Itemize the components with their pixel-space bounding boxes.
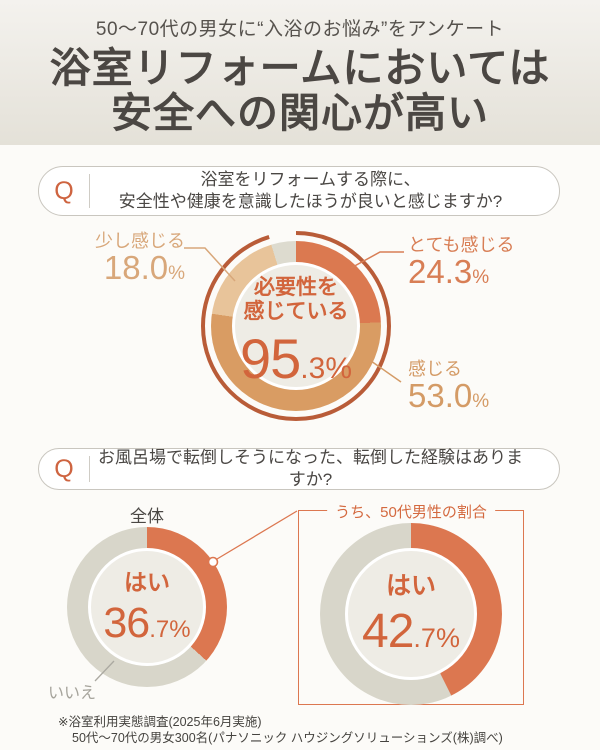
question2-pill: Q お風呂場で転倒しそうになった、転倒した経験はありますか? — [38, 448, 560, 490]
footnote-line2: 50代〜70代の男女300名(パナソニック ハウジングソリューションズ(株)調べ… — [72, 730, 503, 745]
overall-donut — [67, 527, 227, 687]
subgroup-yes-label: はい — [385, 572, 436, 600]
label-feel: 感じる 53.0% — [408, 359, 490, 414]
footnote: ※浴室利用実態調査(2025年6月実施) 50代〜70代の男女300名(パナソニ… — [58, 715, 503, 746]
q-divider — [89, 456, 90, 482]
footnote-line1: ※浴室利用実態調査(2025年6月実施) — [58, 715, 262, 729]
necessity-center-value: 95.3% — [239, 327, 352, 391]
overall-center-text: はい 36.7% — [77, 563, 217, 648]
question1-line1: 浴室をリフォームする際に、 — [200, 169, 421, 189]
q-mark: Q — [54, 176, 74, 205]
label-slightly-feel: 少し感じる 18.0% — [95, 231, 185, 286]
survey-kicker: 50〜70代の男女に“入浴のお悩み”をアンケート — [95, 19, 505, 40]
label-strongly-feel: とても感じる 24.3% — [408, 235, 515, 290]
subgroup-connector-line — [216, 510, 298, 560]
page-title-line2: 安全への関心が高い — [111, 90, 489, 137]
subgroup-donut — [320, 523, 502, 705]
q-divider — [89, 174, 90, 208]
necessity-center-label2: 感じている — [243, 300, 349, 324]
question1-text: 浴室をリフォームする際に、 安全性や健康を意識したほうが良いと感じますか? — [90, 169, 559, 214]
overall-no-label: いいえ — [48, 685, 97, 702]
subgroup-donut-hole — [345, 548, 477, 680]
subgroup-title: うち、50代男性の割合 — [327, 501, 495, 522]
subgroup-center-text: はい 42.7% — [331, 566, 491, 659]
leader-line-strongly — [350, 251, 404, 269]
overall-yes-label: はい — [124, 569, 170, 595]
header-band: 50〜70代の男女に“入浴のお悩み”をアンケート 浴室リフォームにおいては 安全… — [0, 0, 600, 145]
question2-text: お風呂場で転倒しそうになった、転倒した経験はありますか? — [98, 447, 523, 489]
q-mark: Q — [54, 454, 74, 483]
necessity-center-label1: 必要性を — [254, 276, 338, 299]
overall-title: 全体 — [130, 507, 164, 526]
question1-pill: Q 浴室をリフォームする際に、 安全性や健康を意識したほうが良いと感じますか? — [38, 166, 560, 216]
overall-donut-hole — [88, 548, 206, 666]
page-title-line1: 浴室リフォームにおいては — [49, 45, 551, 91]
necessity-center-text: 必要性を 感じている 95.3% — [216, 276, 376, 391]
page-title: 浴室リフォームにおいては 安全への関心が高い — [0, 45, 600, 137]
subgroup-value: 42.7% — [362, 605, 460, 658]
question1-line2: 安全性や健康を意識したほうが良いと感じますか? — [118, 192, 503, 211]
overall-value: 36.7% — [103, 599, 191, 647]
